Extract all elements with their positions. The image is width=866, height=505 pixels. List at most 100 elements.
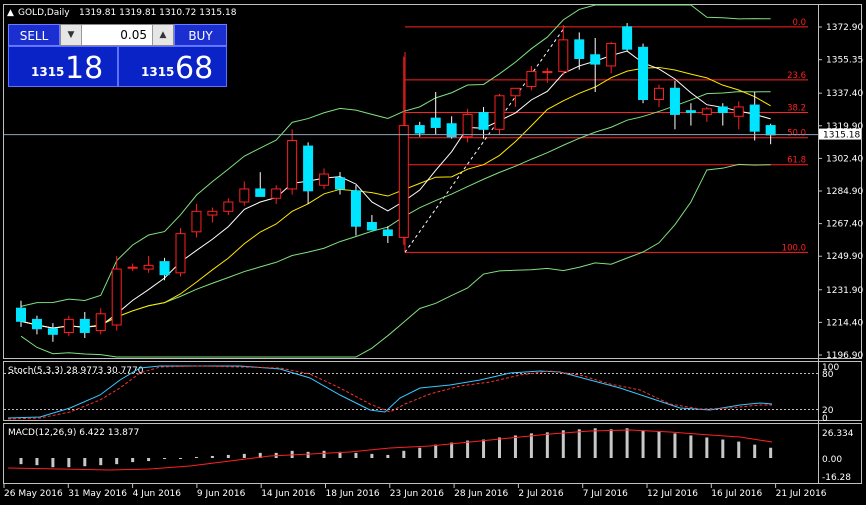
macd-bar — [131, 458, 135, 463]
fib-level-label: 23.6 — [787, 71, 806, 81]
price-axis-label: 1337.40 — [826, 89, 863, 99]
macd-bar — [179, 458, 182, 459]
buy-price-box[interactable]: 1315 68 — [118, 46, 227, 87]
candle-body — [143, 264, 154, 270]
candle-body — [111, 268, 122, 326]
fib-trend-line[interactable] — [404, 26, 566, 253]
candle-body — [654, 87, 664, 100]
price-axis-label: 1284.90 — [826, 187, 863, 197]
macd-bar — [641, 430, 645, 458]
candle-body — [510, 87, 521, 97]
candle-body — [606, 43, 617, 67]
stoch-signal-line — [7, 365, 772, 420]
lot-decrease-icon[interactable]: ▼ — [61, 25, 82, 45]
candle-body — [16, 307, 26, 322]
macd-bar — [513, 435, 517, 458]
price-axis-label: 1302.40 — [826, 154, 863, 164]
date-axis-label: 26 May 2016 — [4, 489, 63, 499]
macd-bar — [737, 441, 741, 458]
macd-scale-bottom: -16.28 — [822, 473, 851, 483]
macd-bar — [673, 433, 677, 458]
macd-bar — [689, 435, 693, 458]
macd-scale-top: 26.334 — [822, 429, 854, 439]
macd-bar — [163, 458, 167, 460]
price-axis-label: 1267.40 — [826, 220, 863, 230]
date-axis-label: 31 May 2016 — [68, 489, 127, 499]
candle-body — [175, 233, 186, 274]
header-symbol: GOLD,Daily — [18, 8, 70, 18]
candle-body — [717, 106, 728, 114]
candle-body — [31, 318, 42, 330]
macd-bar — [625, 428, 629, 458]
candle-body — [462, 113, 473, 138]
header-ohlc: 1319.81 1319.81 1310.72 1315.18 — [79, 8, 237, 18]
lot-increase-icon[interactable]: ▲ — [152, 25, 173, 45]
candle-body — [669, 87, 680, 115]
date-axis-label: 21 Jul 2016 — [776, 489, 827, 499]
macd-bar — [498, 437, 501, 458]
macd-bar — [67, 458, 71, 468]
macd-bar — [83, 458, 87, 467]
macd-bar — [545, 432, 549, 458]
candle-body — [478, 112, 489, 130]
macd-bar — [306, 451, 310, 458]
macd-bar — [226, 454, 230, 458]
macd-bar — [242, 453, 246, 458]
buy-button[interactable]: BUY — [174, 24, 227, 46]
price-axis-label: 1372.90 — [826, 23, 863, 33]
fib-level-label: 38.2 — [787, 104, 806, 114]
candle-body — [701, 108, 712, 115]
candle-body — [733, 106, 744, 117]
date-axis-label: 4 Jun 2016 — [133, 489, 182, 499]
stoch-panel-frame — [3, 361, 862, 421]
candle-body — [638, 46, 649, 100]
macd-histogram — [19, 428, 773, 468]
macd-bar — [258, 452, 262, 458]
macd-bar — [466, 440, 470, 458]
candle-body — [63, 318, 74, 333]
macd-bar — [322, 450, 326, 458]
price-axis: 1372.90 1355.35 1337.40 1319.90 1302.40 1284.… — [818, 23, 863, 361]
candle-body — [159, 261, 170, 276]
lot-size-stepper: ▼ ▲ — [60, 24, 174, 46]
stoch-scale-80: 80 — [822, 370, 834, 380]
fib-level-label: 61.8 — [787, 156, 806, 166]
sell-button[interactable]: SELL — [8, 24, 60, 46]
macd-scale-zero: 0.00 — [822, 455, 842, 465]
stoch-scale-20: 20 — [822, 406, 834, 416]
candle-body — [494, 95, 505, 130]
candle-body — [749, 104, 760, 132]
candle-body — [398, 125, 409, 238]
sell-price-box[interactable]: 1315 18 — [8, 46, 118, 87]
candle-body — [590, 54, 601, 65]
sell-price-pips: 18 — [65, 51, 104, 86]
bollinger-upper — [20, 4, 771, 307]
date-axis-label: 14 Jun 2016 — [261, 489, 315, 499]
candle-body — [191, 210, 202, 233]
macd-bar — [769, 447, 773, 458]
macd-bar — [35, 458, 39, 466]
macd-bar — [705, 437, 709, 458]
macd-bar — [99, 458, 103, 466]
fib-level-label: 100.0 — [782, 243, 806, 253]
lot-size-input[interactable] — [83, 25, 149, 45]
candle-body — [542, 71, 553, 74]
macd-bar — [147, 458, 151, 462]
price-axis-label: 1196.90 — [826, 351, 863, 361]
candle-body — [366, 221, 377, 231]
candle-body — [446, 123, 457, 138]
fibonacci-retracement[interactable]: 0.0 23.6 38.2 50.0 61.8 100.0 — [404, 18, 808, 254]
candle-body — [526, 71, 537, 87]
fib-level-label: 50.0 — [787, 129, 806, 139]
candle-body — [47, 328, 58, 335]
candle-body — [765, 125, 776, 136]
candle-body — [127, 266, 138, 269]
macd-bar — [577, 429, 581, 458]
sell-price-prefix: 1315 — [31, 65, 65, 79]
macd-bar — [753, 444, 757, 458]
price-axis-label: 1231.90 — [826, 286, 863, 296]
candle-body — [95, 313, 106, 332]
macd-bar — [593, 428, 597, 458]
candle-body — [223, 201, 234, 212]
